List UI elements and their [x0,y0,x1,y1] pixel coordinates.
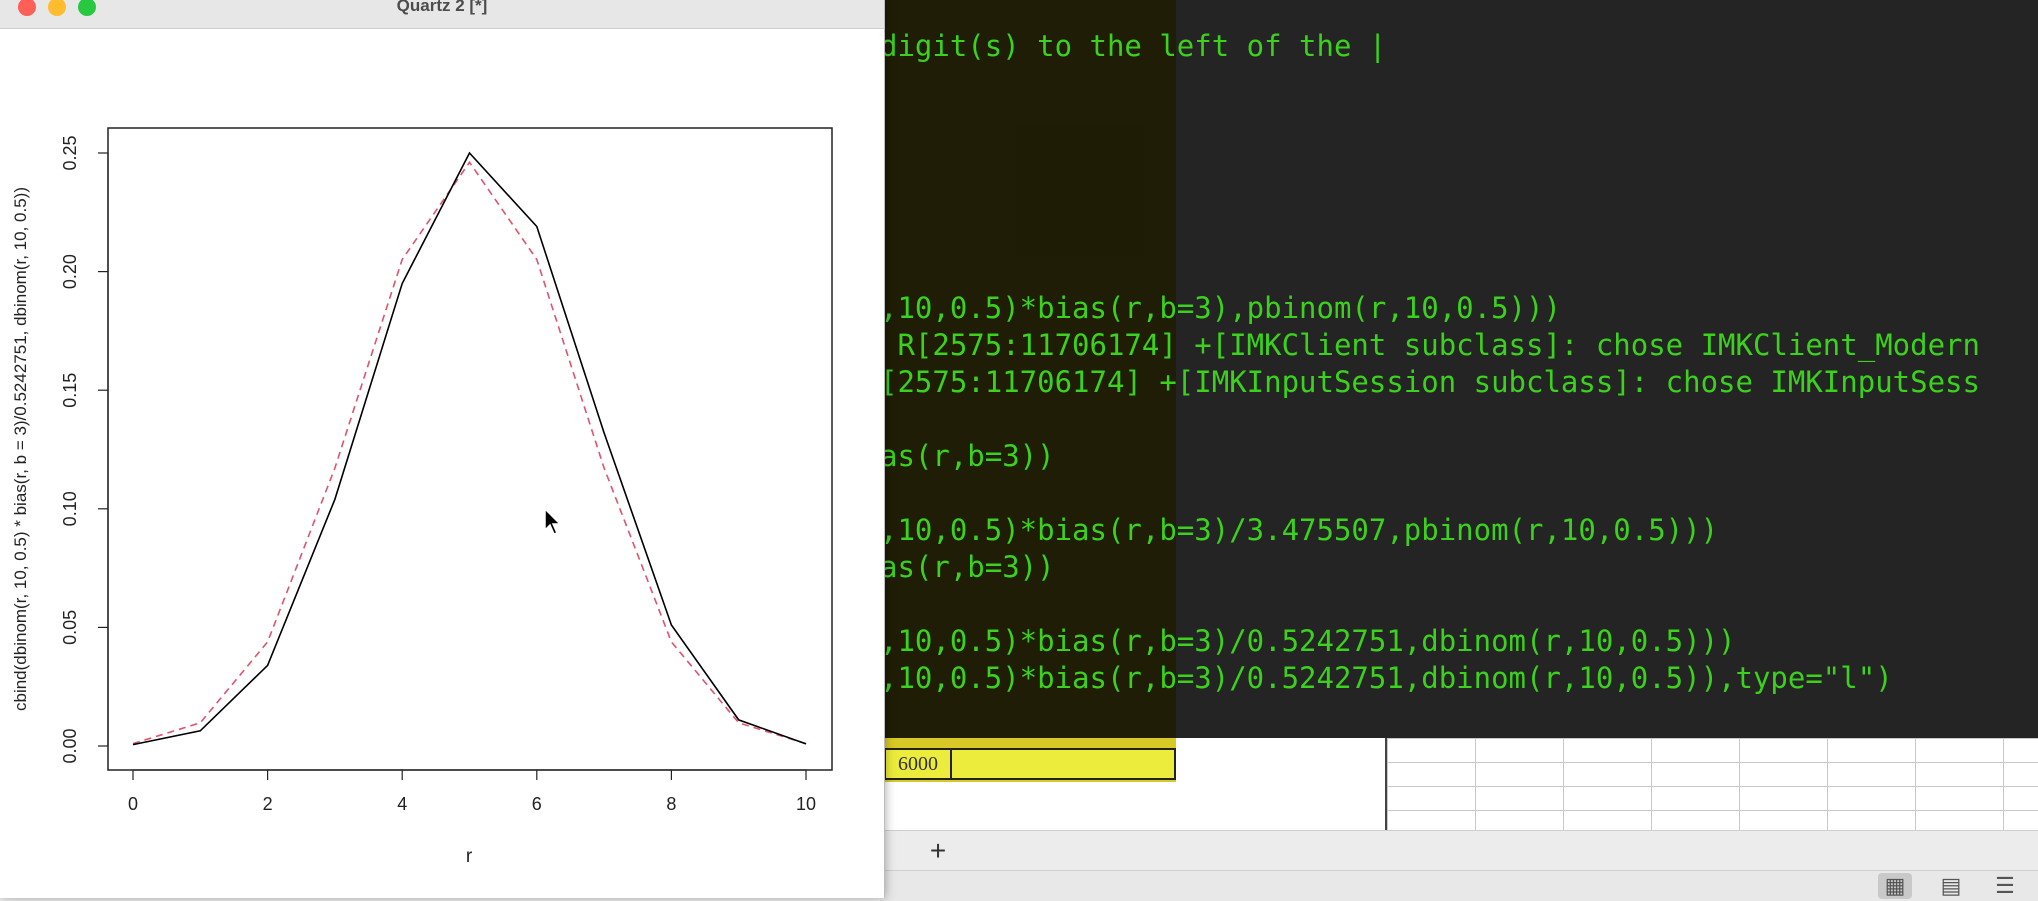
plot-frame [107,127,833,771]
normal-view-icon[interactable]: ▦ [1878,873,1912,899]
console-line: ,10,0.5)*bias(r,b=3)/0.5242751,dbinom(r,… [880,624,1736,658]
y-tick-label: 0.00 [60,728,80,763]
x-axis-label: r [466,846,473,867]
x-tick-label: 6 [532,794,542,814]
x-axis: 0 2 4 6 8 10 [128,769,816,814]
console-line: R[2575:11706174] +[IMKClient subclass]: … [880,328,1980,362]
add-sheet-button[interactable]: + [929,835,947,866]
x-tick-label: 0 [128,794,138,814]
y-tick-label: 0.25 [60,135,80,170]
console-line: as(r,b=3)) [880,439,1055,473]
y-tick-label: 0.05 [60,610,80,645]
console-line: [2575:11706174] +[IMKInputSession subcla… [880,365,1980,399]
page-break-icon[interactable]: ☰ [1995,873,2015,898]
console-line: digit(s) to the left of the | [880,29,1387,63]
spreadsheet-row[interactable]: 6000 [884,748,1176,780]
x-tick-label: 4 [397,794,407,814]
series-line-dashed [132,160,807,745]
zoom-window-button[interactable] [78,0,96,16]
minimize-window-button[interactable] [48,0,66,16]
window-title: Quartz 2 [*] [396,0,488,15]
series-layer [132,151,807,746]
page-layout-icon[interactable]: ▤ [1940,873,1962,898]
spreadsheet-cell[interactable]: 6000 [886,750,952,778]
console-line: as(r,b=3)) [880,550,1055,584]
y-axis: 0.00 0.05 0.10 0.15 0.20 0.25 [60,135,109,764]
window-titlebar[interactable]: Quartz 2 [*] [0,0,884,29]
plot-area: 0.00 0.05 0.10 0.15 0.20 0.25 0 2 4 6 8 10 r cbind… [11,127,833,867]
sheet-tab-bar [880,830,2038,871]
close-window-button[interactable] [18,0,36,16]
console-line: ,10,0.5)*bias(r,b=3)/0.5242751,dbinom(r,… [880,661,1893,695]
console-line: ,10,0.5)*bias(r,b=3)/3.475507,pbinom(r,1… [880,513,1719,547]
r-console[interactable]: digit(s) to the left of the | ,10,0.5)*b… [880,0,2038,738]
series-line-solid [132,151,807,746]
x-tick-label: 8 [666,794,676,814]
y-tick-label: 0.10 [60,491,80,526]
quartz-window[interactable]: Quartz 2 [*] 0.00 0.05 0.10 0.15 0.20 0.25 0 2… [0,0,885,898]
y-tick-label: 0.15 [60,373,80,408]
x-tick-label: 10 [796,794,816,814]
x-tick-label: 2 [263,794,273,814]
y-tick-label: 0.20 [60,254,80,289]
mouse-cursor-icon [544,508,562,535]
status-bar [880,870,2038,901]
console-line: ,10,0.5)*bias(r,b=3),pbinom(r,10,0.5))) [880,291,1561,325]
spreadsheet-grid[interactable] [1385,738,2038,830]
y-axis-label: cbind(dbinom(r, 10, 0.5) * bias(r, b = 3… [11,187,30,711]
